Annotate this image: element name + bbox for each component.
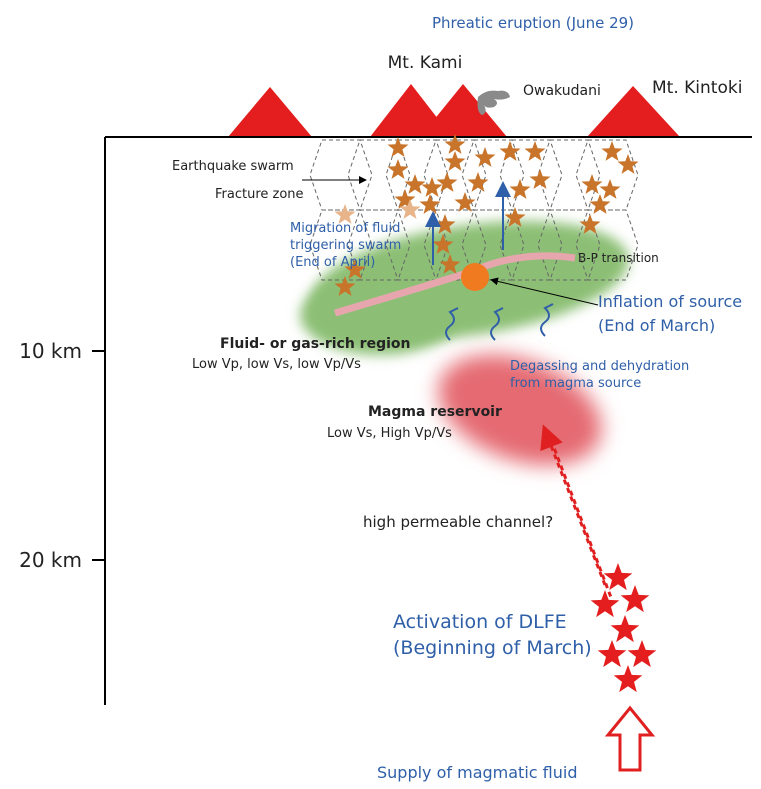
dlfe-star	[614, 665, 643, 692]
diagram: 10 km 20 km Phreatic eruption (June 29) …	[0, 0, 761, 785]
earthquake-star	[420, 194, 441, 214]
fluid-detail: Low Vp, low Vs, low Vp/Vs	[192, 357, 361, 372]
magma-title: Magma reservoir	[368, 404, 502, 420]
mountain-label: Mt. Kami	[388, 53, 463, 73]
volcano	[228, 87, 312, 137]
supply-arrow	[608, 708, 652, 770]
dlfe-label: Activation of DLFE	[393, 611, 567, 633]
dlfe-star	[611, 615, 640, 642]
degassing-label: Degassing and dehydration	[510, 359, 689, 374]
supply-label: Supply of magmatic fluid	[377, 763, 577, 782]
fluid-title: Fluid- or gas-rich region	[220, 336, 411, 352]
inflation-label: Inflation of source	[598, 292, 742, 311]
dlfe-star	[621, 585, 650, 612]
migration-label: Migration of fluid	[290, 221, 400, 236]
earthquake-star	[525, 141, 546, 161]
place-label: Owakudani	[523, 83, 601, 99]
fracture-label: Fracture zone	[215, 187, 304, 202]
depth-label: 10 km	[19, 339, 82, 363]
channel-label: high permeable channel?	[363, 513, 553, 531]
dlfe-star	[598, 640, 627, 667]
earthquake-star	[530, 169, 551, 189]
bp-label: B-P transition	[578, 251, 659, 265]
depth-label: 20 km	[19, 548, 82, 572]
mesh-cell	[538, 140, 600, 210]
earthquake-star	[468, 172, 489, 192]
mesh-cell	[424, 140, 486, 210]
earthquake-star	[600, 179, 621, 199]
dlfe-star	[591, 590, 620, 617]
inflation-label: (End of March)	[598, 316, 715, 335]
magma-detail: Low Vs, High Vp/Vs	[327, 426, 452, 441]
earthquake-star	[602, 141, 623, 161]
volcanoes	[228, 84, 680, 137]
earthquake-star	[388, 159, 409, 179]
eruption-plume	[478, 91, 511, 115]
earthquake-star	[475, 147, 496, 167]
earthquake-star	[455, 192, 476, 212]
earthquake-star	[618, 154, 639, 174]
dlfe-label: (Beginning of March)	[393, 637, 592, 659]
earthquake-star	[405, 174, 426, 194]
mesh-cell	[310, 140, 372, 210]
dlfe-star	[628, 640, 657, 667]
earthquake-star	[445, 151, 466, 171]
mountain-label: Mt. Kintoki	[652, 78, 742, 98]
swarm-label: Earthquake swarm	[172, 159, 294, 174]
degassing-label: from magma source	[510, 376, 641, 391]
earthquake-star	[437, 172, 458, 192]
earthquake-star	[500, 141, 521, 161]
earthquake-star	[510, 179, 531, 199]
eruption-label: Phreatic eruption (June 29)	[432, 14, 634, 32]
migration-label: triggering swarm	[290, 238, 401, 253]
inflation-source	[461, 263, 489, 291]
migration-label: (End of April)	[290, 255, 375, 270]
